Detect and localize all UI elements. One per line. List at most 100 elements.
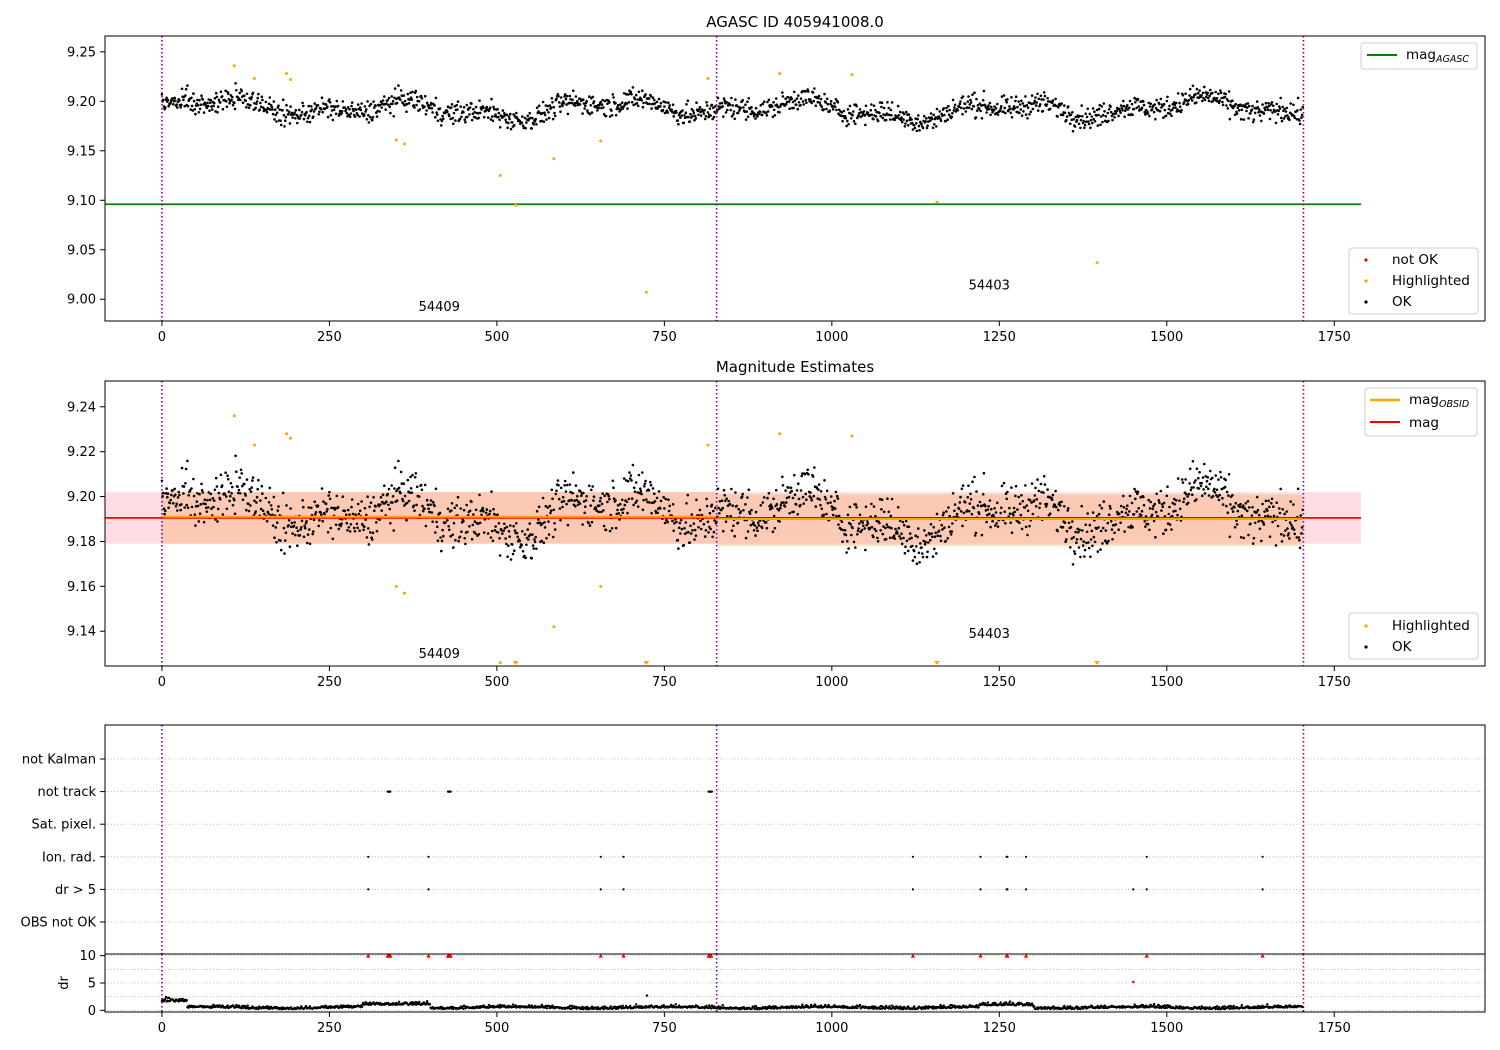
ok-point xyxy=(387,487,391,491)
ok-point xyxy=(1283,107,1286,111)
ok-point xyxy=(556,93,560,96)
dr-point xyxy=(764,1005,767,1009)
ok-point xyxy=(1034,96,1037,99)
ok-point xyxy=(166,98,170,102)
ok-point xyxy=(797,94,800,97)
ok-point xyxy=(496,513,499,516)
ok-point xyxy=(320,108,323,111)
ok-point xyxy=(850,533,853,537)
ok-point xyxy=(490,490,493,493)
ok-point xyxy=(622,477,626,480)
ok-point xyxy=(1119,111,1122,115)
dr-point xyxy=(710,1007,713,1010)
ok-point xyxy=(540,539,544,543)
ok-point xyxy=(622,507,625,511)
flag-point xyxy=(1006,888,1009,891)
ok-point xyxy=(193,108,197,111)
ok-point xyxy=(488,509,492,513)
ok-point xyxy=(368,104,371,108)
ok-point xyxy=(609,513,613,517)
ok-point xyxy=(505,525,509,529)
ok-point xyxy=(1025,504,1029,507)
ok-point xyxy=(417,495,421,498)
ok-point xyxy=(783,505,787,508)
ok-point xyxy=(1209,469,1212,473)
ok-point xyxy=(1181,481,1185,484)
ok-point xyxy=(968,103,972,106)
ok-point xyxy=(977,107,981,111)
legend-label-ok: OK xyxy=(1392,639,1413,655)
ok-point xyxy=(1039,482,1043,486)
flag-point xyxy=(911,888,915,891)
ok-point xyxy=(553,114,557,118)
ok-point xyxy=(610,527,614,530)
legend-swatch-not-ok xyxy=(1364,258,1368,262)
ok-point xyxy=(328,497,332,501)
ok-point xyxy=(384,108,388,111)
ok-point xyxy=(1243,507,1247,511)
ok-point xyxy=(866,522,870,525)
ok-point xyxy=(899,537,903,540)
ok-point xyxy=(1262,523,1266,526)
ok-point xyxy=(940,523,943,527)
ok-point xyxy=(1126,513,1130,517)
legend-label-highlighted: Highlighted xyxy=(1392,618,1470,634)
ok-point xyxy=(412,504,416,508)
ok-point xyxy=(855,104,858,108)
ok-point xyxy=(527,538,530,541)
ok-point xyxy=(327,494,331,497)
ok-point xyxy=(233,498,236,502)
ok-point xyxy=(446,519,449,522)
ok-point xyxy=(797,482,800,486)
ok-point xyxy=(523,116,527,120)
ok-point xyxy=(500,529,503,532)
ok-point xyxy=(685,502,688,505)
ok-point xyxy=(996,113,1000,116)
ok-point xyxy=(1100,105,1104,108)
ok-point xyxy=(335,99,339,103)
dr-point xyxy=(705,1004,708,1007)
x-tick-label: 1750 xyxy=(1318,675,1351,690)
ok-point xyxy=(1243,105,1247,109)
ok-point xyxy=(1114,523,1118,526)
ok-point xyxy=(908,116,912,119)
ok-point xyxy=(195,500,199,503)
ok-point xyxy=(484,511,488,515)
ok-point xyxy=(754,117,757,120)
ok-point xyxy=(617,107,621,110)
ok-point xyxy=(1238,505,1242,509)
ok-point xyxy=(796,107,799,111)
ok-point xyxy=(595,106,598,109)
ok-point xyxy=(464,120,467,124)
ok-point xyxy=(1016,105,1019,109)
ok-point xyxy=(809,496,813,500)
ok-point xyxy=(430,511,434,514)
ok-point xyxy=(711,117,714,121)
off-scale-marker xyxy=(1094,661,1101,665)
ok-point xyxy=(970,512,974,516)
ok-point xyxy=(1130,102,1134,106)
ok-point xyxy=(1091,121,1094,125)
ok-point xyxy=(212,104,215,108)
ok-point xyxy=(224,89,227,93)
ok-point xyxy=(717,105,720,108)
ok-point xyxy=(300,519,304,523)
ok-point xyxy=(1279,487,1282,491)
ok-point xyxy=(1136,492,1139,496)
ok-point xyxy=(345,111,349,115)
ok-point xyxy=(465,503,469,507)
ok-point xyxy=(1228,117,1232,121)
ok-point xyxy=(795,103,798,107)
ok-point xyxy=(956,109,960,112)
ok-point xyxy=(240,472,243,475)
ok-point xyxy=(1227,473,1231,476)
ok-point xyxy=(1119,504,1123,508)
ok-point xyxy=(1124,109,1127,112)
ok-point xyxy=(485,508,489,511)
ok-point xyxy=(207,491,211,494)
y-tick-label: 9.22 xyxy=(67,445,96,460)
ok-point xyxy=(689,112,692,116)
ok-point xyxy=(736,111,740,115)
ok-point xyxy=(567,499,571,502)
ok-point xyxy=(470,118,474,122)
